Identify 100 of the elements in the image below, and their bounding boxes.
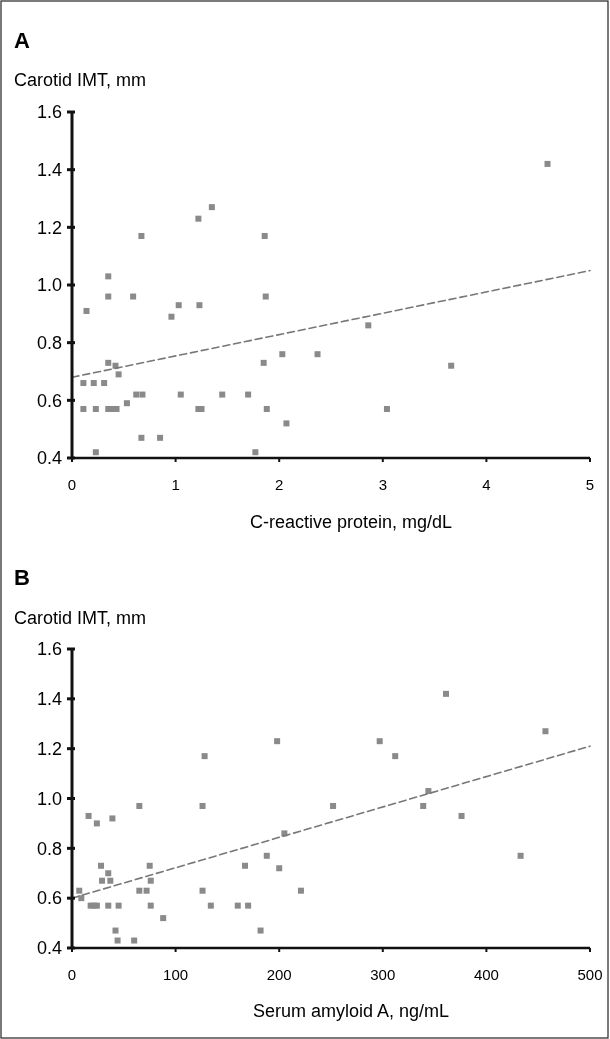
x-tick-label: 2 [275, 476, 284, 493]
point [201, 753, 208, 760]
y-tick-label: 1.4 [36, 689, 62, 710]
point [196, 302, 203, 309]
point [262, 293, 269, 300]
point [76, 887, 83, 894]
point [146, 862, 153, 869]
x-tick-label: 200 [266, 966, 292, 983]
point [105, 902, 112, 909]
point [383, 405, 390, 412]
point [101, 380, 108, 387]
y-tick-label: 0.4 [36, 448, 62, 469]
point [131, 937, 138, 944]
point [160, 915, 167, 922]
point [147, 902, 154, 909]
point [458, 812, 465, 819]
point [376, 738, 383, 745]
y-tick-label: 1.0 [36, 788, 62, 809]
point [138, 232, 145, 239]
y-tick-label: 0.6 [36, 888, 62, 909]
x-tick-label: 3 [378, 476, 387, 493]
point [114, 937, 121, 944]
point [544, 160, 551, 167]
point [195, 215, 202, 222]
point [274, 738, 281, 745]
y-tick-label: 1.2 [36, 217, 62, 238]
x-tick-label: 4 [482, 476, 491, 493]
y-tick-label: 1.2 [36, 738, 62, 759]
point [207, 902, 214, 909]
y-axis-title: Carotid IMT, mm [14, 70, 147, 90]
point [263, 405, 270, 412]
point [139, 391, 146, 398]
point [85, 812, 92, 819]
point [147, 877, 154, 884]
point [83, 307, 90, 314]
point [143, 887, 150, 894]
chart-title: B [14, 565, 30, 590]
point [98, 862, 105, 869]
point [542, 728, 549, 735]
point [234, 902, 241, 909]
point [219, 391, 226, 398]
point [245, 391, 252, 398]
point [105, 273, 112, 280]
point [283, 420, 290, 427]
point [208, 204, 215, 211]
chart-title: A [14, 28, 30, 53]
y-tick-label: 1.6 [36, 102, 62, 123]
y-axis-title: Carotid IMT, mm [14, 608, 147, 628]
point [123, 400, 130, 407]
point [297, 887, 304, 894]
point [245, 902, 252, 909]
point [276, 865, 283, 872]
point [392, 753, 399, 760]
point [92, 449, 99, 456]
x-tick-label: 100 [163, 966, 189, 983]
point [199, 887, 206, 894]
x-tick-label: 500 [577, 966, 603, 983]
point [365, 322, 372, 329]
point [107, 877, 114, 884]
y-tick-label: 1.0 [36, 275, 62, 296]
x-axis-title: C-reactive protein, mg/dL [249, 512, 453, 532]
y-tick-label: 1.6 [36, 639, 62, 660]
point [168, 313, 175, 320]
x-tick-label: 0 [67, 966, 77, 983]
y-tick-label: 0.4 [36, 938, 62, 959]
point [314, 351, 321, 358]
x-tick-label: 0 [67, 476, 77, 493]
point [199, 802, 206, 809]
point [443, 690, 449, 697]
y-tick-label: 0.6 [36, 390, 62, 411]
point [260, 359, 267, 366]
point [112, 927, 119, 934]
y-tick-label: 1.4 [36, 159, 62, 180]
point [115, 902, 122, 909]
point [99, 877, 106, 884]
x-tick-label: 1 [171, 476, 180, 493]
point [517, 852, 524, 859]
point [138, 434, 145, 441]
point [130, 293, 137, 300]
point [177, 391, 184, 398]
y-tick-label: 0.8 [36, 332, 62, 353]
point [80, 380, 87, 387]
point [157, 434, 164, 441]
point [105, 359, 112, 366]
point [330, 802, 337, 809]
point [263, 852, 270, 859]
point [279, 351, 286, 358]
point [136, 802, 143, 809]
point [242, 862, 249, 869]
point [80, 405, 87, 412]
point [90, 380, 97, 387]
point [92, 405, 99, 412]
point [420, 802, 427, 809]
point [448, 362, 455, 369]
x-tick-label: 5 [585, 476, 595, 493]
point [175, 302, 182, 309]
x-axis-title: Serum amyloid A, ng/mL [252, 1001, 450, 1021]
x-tick-label: 300 [370, 966, 396, 983]
point [115, 371, 122, 378]
point [93, 820, 100, 827]
